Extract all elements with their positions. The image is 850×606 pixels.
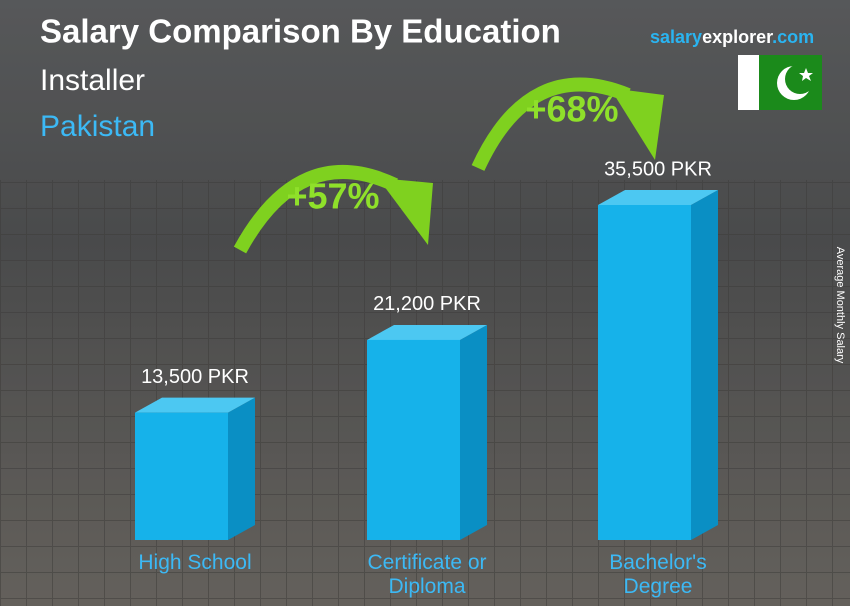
bar (598, 205, 691, 540)
subtitle: Pakistan (40, 110, 155, 143)
value-label: 13,500 PKR (141, 366, 249, 388)
subtitle: Installer (40, 64, 145, 97)
bar-top (598, 190, 718, 205)
annotation: +68% (525, 89, 618, 130)
flag (738, 55, 822, 110)
brand: salaryexplorer.com (650, 27, 814, 47)
arrow (471, 77, 664, 171)
chart-title: Salary Comparison By Education (40, 13, 561, 50)
x-tick-label: High School (138, 551, 252, 574)
bar-top (135, 397, 255, 413)
bar (135, 412, 228, 540)
brand-part: salary (650, 27, 702, 47)
x-tick-label: Certificate or Diploma (367, 551, 487, 598)
bar-side (228, 397, 255, 540)
bar-side (460, 324, 487, 540)
bar-top (367, 324, 487, 340)
annotation: +57% (286, 176, 379, 217)
y-axis-label: Average Monthly Salary (834, 247, 846, 364)
bar (367, 339, 460, 540)
bar-side (691, 190, 718, 540)
arrow (233, 165, 433, 254)
value-label: 21,200 PKR (373, 293, 481, 315)
brand-part: .com (772, 27, 814, 47)
brand-part: explorer (702, 27, 773, 47)
value-label: 35,500 PKR (604, 158, 712, 180)
x-tick-label: Bachelor's Degree (609, 551, 707, 598)
